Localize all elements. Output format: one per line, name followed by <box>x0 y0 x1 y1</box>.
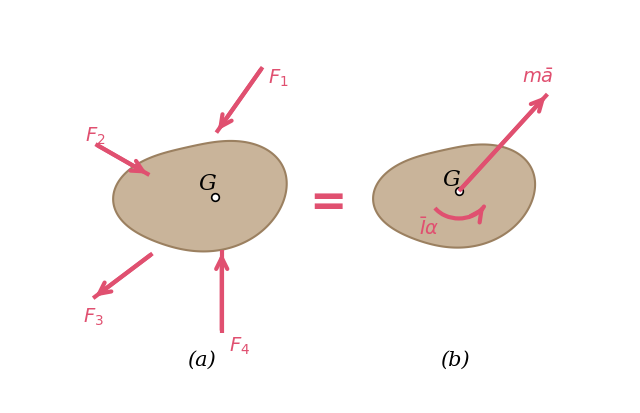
Text: G: G <box>198 172 216 194</box>
Text: $F_3$: $F_3$ <box>83 306 104 328</box>
Text: (b): (b) <box>440 350 470 369</box>
Text: $F_2$: $F_2$ <box>84 125 105 146</box>
Text: $F_1$: $F_1$ <box>268 68 289 89</box>
Text: $m\bar{a}$: $m\bar{a}$ <box>522 68 554 87</box>
Text: (a): (a) <box>187 350 215 369</box>
Text: $F_4$: $F_4$ <box>228 335 250 356</box>
Text: =: = <box>309 181 347 224</box>
Text: G: G <box>442 169 460 190</box>
Polygon shape <box>373 145 535 248</box>
Text: $\bar{I}\alpha$: $\bar{I}\alpha$ <box>419 216 440 238</box>
Polygon shape <box>113 142 287 252</box>
